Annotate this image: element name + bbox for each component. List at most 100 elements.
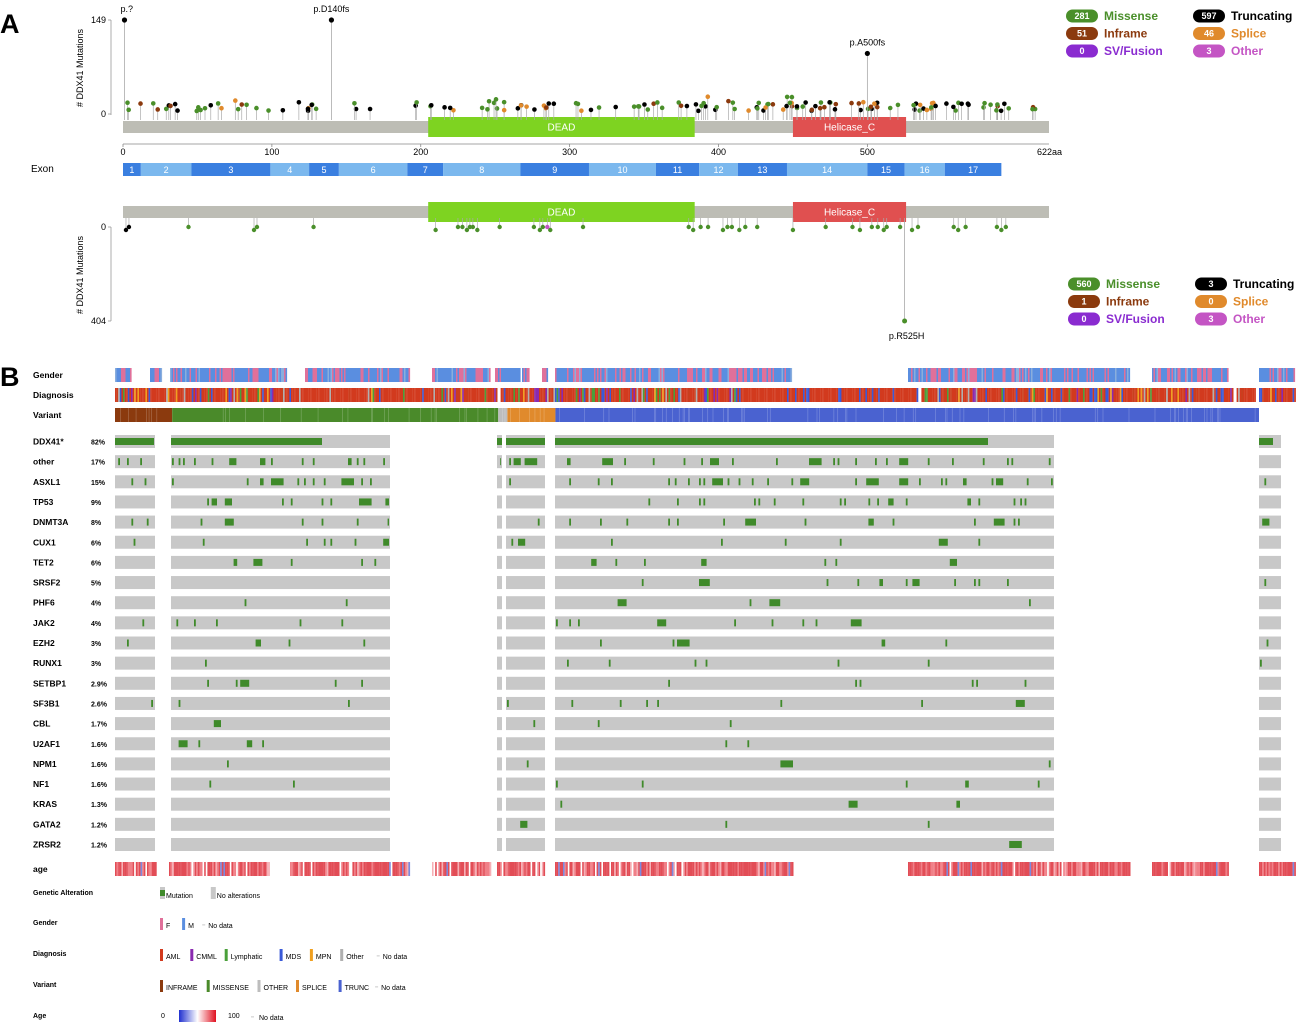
diagnosis-cell [935,388,938,402]
diagnosis-cell [438,388,440,402]
mutation-mark [749,599,752,607]
variant-divider [263,408,264,422]
mutation-mark [176,619,179,627]
top-y-tick-zero: 0 [101,109,106,119]
no-alteration-block [497,455,502,469]
age-cell [783,862,786,876]
mutation-mark [1013,518,1016,526]
legend-item-label: MISSENSE [213,985,250,992]
mutation-mark [341,619,344,627]
age-cell [593,862,596,876]
gender-cell [576,368,578,382]
diagnosis-cell [838,388,840,402]
mutation-mark [927,458,930,466]
gender-cell [763,368,766,382]
gender-cell [951,368,954,382]
diagnosis-cell [1236,388,1239,402]
diagnosis-cell [1070,388,1072,402]
gene-label: RUNX1 [33,658,62,668]
diagnosis-cell [983,388,986,402]
variant-group-splice [507,408,556,422]
lollipop-head [944,101,949,106]
diagnosis-cell [255,388,258,402]
lollipop-head [470,224,476,230]
diagnosis-cell [782,388,784,402]
diagnosis-cell [428,388,431,402]
no-alteration-block [497,535,502,549]
mutation-mark [974,518,976,526]
age-cell [1112,862,1115,876]
gender-cell [747,368,749,382]
mutation-mark [641,579,644,587]
mutation-mark [705,659,708,667]
mutation-mark [710,458,719,466]
diagnosis-cell [737,388,740,402]
no-alteration-block [555,696,1054,710]
gender-cell [486,368,488,382]
diagnosis-cell [1169,388,1172,402]
variant-divider [1211,408,1213,422]
diagnosis-cell [1126,388,1128,402]
diagnosis-cell [745,388,748,402]
age-cell [1193,862,1196,876]
diagnosis-cell [1089,388,1092,402]
diagnosis-cell [879,388,882,402]
mutation-mark [608,659,611,667]
variant-divider [1206,408,1208,422]
gender-cell [1222,368,1225,382]
age-cell [188,862,190,876]
diagnosis-cell [447,388,450,402]
gene-percent: 4% [91,621,102,628]
no-alteration-block [497,777,502,791]
gender-cell [179,368,181,382]
diagnosis-cell [1291,388,1293,402]
mutation-mark [207,498,209,506]
mutation-mark [293,780,295,788]
gender-cell [781,368,784,382]
diagnosis-cell [323,388,325,402]
diagnosis-cell [1046,388,1048,402]
gene-percent: 1.3% [91,802,108,809]
diagnosis-cell [814,388,816,402]
age-cell [503,862,506,876]
age-cell [451,862,453,876]
diagnosis-cell [1118,388,1120,402]
gender-cell [264,368,267,382]
age-cell [371,862,374,876]
age-cell [151,862,154,876]
no-alteration-block [171,737,390,751]
age-cell [1039,862,1041,876]
panel-b-oncoprint: Gender Diagnosis Variant age DDX41* 82%ot… [33,368,1296,1022]
gender-cell [1209,368,1211,382]
gender-cell [1165,368,1168,382]
gender-cell [974,368,976,382]
age-cell [193,862,195,876]
gender-cell [1170,368,1172,382]
mutation-mark [835,558,838,566]
age-cell [1176,862,1178,876]
mutation-mark [967,498,971,506]
gender-cell [522,368,524,382]
lollipop-head [613,104,619,110]
age-cell [177,862,179,876]
age-cell [1088,862,1091,876]
exon-number: 4 [287,165,292,175]
age-cell [1114,862,1117,876]
diagnosis-cell [891,388,893,402]
diagnosis-cell [668,388,671,402]
variant-divider [459,408,460,422]
mutation-mark [507,699,509,707]
diagnosis-cell [969,388,972,402]
age-cell [750,862,752,876]
gender-cell [1206,368,1208,382]
mutation-mark [591,558,597,566]
diagnosis-cell [172,388,175,402]
diagnosis-cell [228,388,231,402]
age-cell [405,862,407,876]
age-cell [331,862,334,876]
gender-cell [673,368,676,382]
gender-cell [157,368,160,382]
gender-cell [306,368,309,382]
diagnosis-cell [727,388,730,402]
diagnosis-cell [1102,388,1104,402]
